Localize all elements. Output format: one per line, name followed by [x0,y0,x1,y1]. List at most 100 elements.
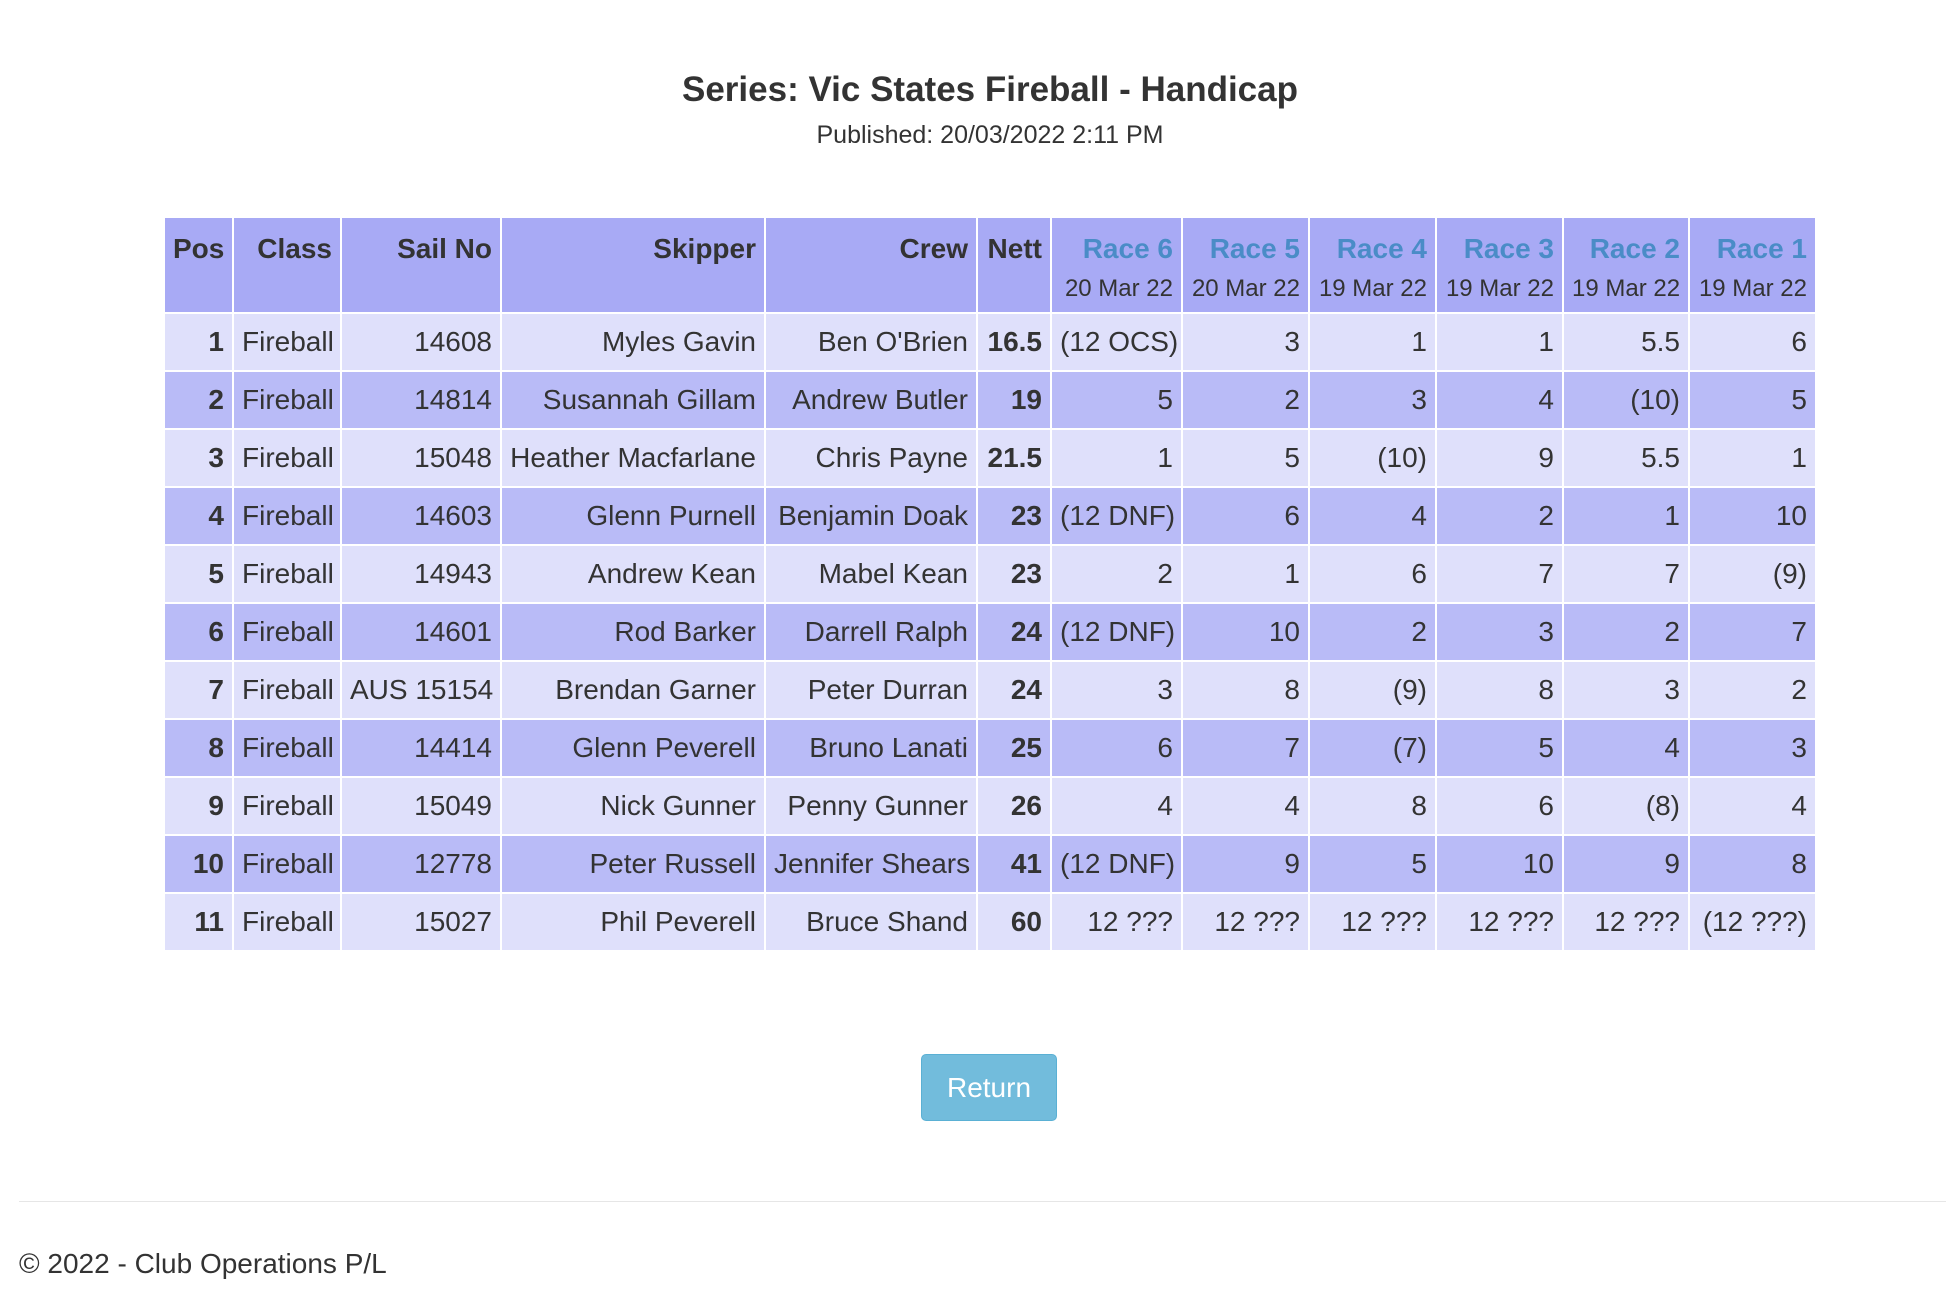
cell-crew: Chris Payne [764,428,978,488]
cell-race-1: 10 [1688,486,1817,546]
race-4-date: 19 Mar 22 [1318,275,1427,302]
cell-race-4: 5 [1308,834,1437,894]
table-row: 1 Fireball 14608 Myles Gavin Ben O'Brien… [163,312,1817,372]
cell-nett: 41 [976,834,1052,894]
column-header-race-4: Race 4 19 Mar 22 [1308,216,1437,314]
race-3-link[interactable]: Race 3 [1463,233,1554,264]
table-row: 7 Fireball AUS 15154 Brendan Garner Pete… [163,660,1817,720]
column-header-race-1: Race 1 19 Mar 22 [1688,216,1817,314]
cell-crew: Jennifer Shears [764,834,978,894]
cell-pos: 9 [163,776,234,836]
cell-nett: 24 [976,602,1052,662]
cell-pos: 5 [163,544,234,604]
column-header-race-5: Race 5 20 Mar 22 [1181,216,1310,314]
cell-skipper: Nick Gunner [500,776,766,836]
cell-race-6: 5 [1050,370,1183,430]
cell-race-4: 12 ??? [1308,892,1437,952]
cell-skipper: Andrew Kean [500,544,766,604]
column-header-sail-no[interactable]: Sail No [340,216,502,314]
cell-sail-no: 12778 [340,834,502,894]
table-row: 4 Fireball 14603 Glenn Purnell Benjamin … [163,486,1817,546]
cell-race-5: 9 [1181,834,1310,894]
cell-race-4: (7) [1308,718,1437,778]
cell-race-4: (9) [1308,660,1437,720]
cell-race-6: (12 DNF) [1050,486,1183,546]
cell-sail-no: 14601 [340,602,502,662]
cell-skipper: Glenn Peverell [500,718,766,778]
cell-race-4: 8 [1308,776,1437,836]
race-6-link[interactable]: Race 6 [1082,233,1173,264]
cell-race-3: 7 [1435,544,1564,604]
column-header-skipper[interactable]: Skipper [500,216,766,314]
cell-crew: Benjamin Doak [764,486,978,546]
cell-race-1: 2 [1688,660,1817,720]
cell-sail-no: AUS 15154 [340,660,502,720]
footer-copyright: © 2022 - Club Operations P/L [19,1248,387,1279]
cell-race-5: 3 [1181,312,1310,372]
cell-race-3: 4 [1435,370,1564,430]
cell-race-5: 12 ??? [1181,892,1310,952]
column-header-race-3: Race 3 19 Mar 22 [1435,216,1564,314]
cell-crew: Ben O'Brien [764,312,978,372]
cell-class: Fireball [232,486,342,546]
cell-race-1: 7 [1688,602,1817,662]
cell-race-2: 3 [1562,660,1690,720]
cell-race-1: 4 [1688,776,1817,836]
cell-race-1: 3 [1688,718,1817,778]
cell-class: Fireball [232,718,342,778]
cell-race-2: (8) [1562,776,1690,836]
column-header-nett[interactable]: Nett [976,216,1052,314]
return-button[interactable]: Return [921,1054,1057,1121]
column-header-pos[interactable]: Pos [163,216,234,314]
cell-class: Fireball [232,428,342,488]
race-5-date: 20 Mar 22 [1191,275,1300,302]
race-3-date: 19 Mar 22 [1445,275,1554,302]
cell-nett: 25 [976,718,1052,778]
cell-race-3: 9 [1435,428,1564,488]
cell-race-5: 5 [1181,428,1310,488]
cell-race-1: 1 [1688,428,1817,488]
cell-race-5: 1 [1181,544,1310,604]
cell-race-3: 8 [1435,660,1564,720]
table-header-row: Pos Class Sail No Skipper Crew Nett Race… [163,216,1817,314]
cell-pos: 1 [163,312,234,372]
table-row: 11 Fireball 15027 Phil Peverell Bruce Sh… [163,892,1817,952]
column-header-class[interactable]: Class [232,216,342,314]
cell-pos: 11 [163,892,234,952]
cell-sail-no: 15048 [340,428,502,488]
cell-race-6: 3 [1050,660,1183,720]
race-2-link[interactable]: Race 2 [1589,233,1680,264]
cell-skipper: Phil Peverell [500,892,766,952]
cell-crew: Andrew Butler [764,370,978,430]
cell-nett: 60 [976,892,1052,952]
race-5-link[interactable]: Race 5 [1209,233,1300,264]
cell-nett: 16.5 [976,312,1052,372]
race-2-date: 19 Mar 22 [1572,275,1681,302]
cell-race-4: 2 [1308,602,1437,662]
cell-class: Fireball [232,660,342,720]
race-4-link[interactable]: Race 4 [1336,233,1427,264]
cell-race-5: 2 [1181,370,1310,430]
cell-race-2: 7 [1562,544,1690,604]
column-header-race-2: Race 2 19 Mar 22 [1562,216,1690,314]
cell-skipper: Peter Russell [500,834,766,894]
cell-nett: 26 [976,776,1052,836]
cell-pos: 4 [163,486,234,546]
cell-race-1: (9) [1688,544,1817,604]
page-title: Series: Vic States Fireball - Handicap [682,70,1298,109]
table-row: 2 Fireball 14814 Susannah Gillam Andrew … [163,370,1817,430]
cell-race-4: (10) [1308,428,1437,488]
column-header-crew[interactable]: Crew [764,216,978,314]
table-row: 6 Fireball 14601 Rod Barker Darrell Ralp… [163,602,1817,662]
cell-race-2: 5.5 [1562,428,1690,488]
race-1-link[interactable]: Race 1 [1716,233,1807,264]
cell-nett: 23 [976,544,1052,604]
cell-skipper: Susannah Gillam [500,370,766,430]
cell-race-5: 8 [1181,660,1310,720]
cell-sail-no: 15027 [340,892,502,952]
table-row: 5 Fireball 14943 Andrew Kean Mabel Kean … [163,544,1817,604]
cell-sail-no: 14814 [340,370,502,430]
published-date: Published: 20/03/2022 2:11 PM [816,121,1164,149]
cell-race-6: 2 [1050,544,1183,604]
cell-pos: 6 [163,602,234,662]
